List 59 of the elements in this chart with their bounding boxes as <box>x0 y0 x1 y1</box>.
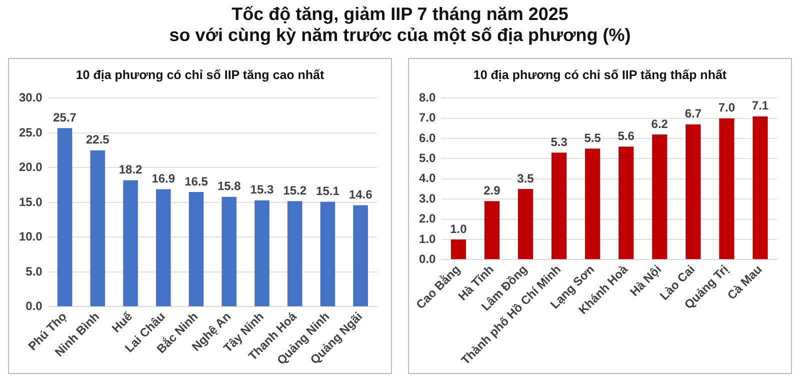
data-label: 16.9 <box>152 172 176 186</box>
data-label: 3.5 <box>517 171 534 186</box>
y-tick-label: 15.0 <box>18 194 43 209</box>
data-label: 5.6 <box>618 128 635 143</box>
data-label: 15.3 <box>250 182 274 197</box>
y-tick-label: 2.0 <box>418 212 436 226</box>
data-label: 22.5 <box>86 132 110 147</box>
y-tick-label: 5.0 <box>418 151 436 166</box>
y-tick-label: 30.0 <box>18 90 43 105</box>
data-label: 7.0 <box>718 100 736 115</box>
data-label: 5.5 <box>584 130 602 145</box>
y-tick-label: 6.0 <box>418 130 436 145</box>
data-label: 18.2 <box>118 162 143 177</box>
bar <box>752 116 768 260</box>
data-label: 15.8 <box>217 179 242 194</box>
bar <box>254 200 270 306</box>
bar <box>484 201 500 260</box>
chart-title: Tốc độ tăng, giảm IIP 7 tháng năm 2025 so với cùng kỳ năm trước của một số địa phương (%) <box>168 3 632 47</box>
bar <box>90 150 106 306</box>
y-tick-label: 0.0 <box>418 252 436 266</box>
bar <box>320 202 336 306</box>
bar <box>57 128 72 306</box>
bar <box>552 152 567 260</box>
data-label: 2.9 <box>484 183 501 198</box>
data-label: 16.5 <box>184 174 208 188</box>
y-tick-label: 25.0 <box>18 125 43 140</box>
data-label: 5.3 <box>550 134 568 149</box>
data-label: 6.2 <box>651 116 668 131</box>
bar <box>652 134 668 260</box>
bar <box>719 118 734 260</box>
y-tick-label: 20.0 <box>18 160 43 174</box>
y-tick-label: 1.0 <box>418 232 436 246</box>
data-label: 25.7 <box>53 110 77 124</box>
y-tick-label: 3.0 <box>418 191 436 206</box>
bar <box>287 201 302 306</box>
data-label: 15.2 <box>283 183 307 198</box>
bar <box>156 189 171 306</box>
data-label: 7.1 <box>752 98 769 113</box>
bar <box>618 146 634 260</box>
bar <box>353 205 368 306</box>
chart-subtitle: 10 địa phương có chỉ số IIP tăng thấp nhất <box>472 67 728 84</box>
bar <box>518 188 534 260</box>
data-label: 15.1 <box>316 184 340 198</box>
y-tick-label: 10.0 <box>18 230 43 244</box>
bar <box>188 192 204 306</box>
bar <box>585 148 600 260</box>
y-tick-label: 7.0 <box>418 110 436 125</box>
data-label: 6.7 <box>684 106 702 121</box>
y-tick-label: 4.0 <box>418 171 436 186</box>
data-label: 14.6 <box>348 188 373 202</box>
bar <box>450 239 466 260</box>
y-tick-label: 0.0 <box>26 299 43 314</box>
data-label: 1.0 <box>450 222 468 236</box>
bar <box>123 180 138 306</box>
y-tick-label: 8.0 <box>418 90 436 105</box>
bar <box>686 124 701 260</box>
chart-subtitle: 10 địa phương có chỉ số IIP tăng cao nhất <box>74 67 326 84</box>
bar <box>222 196 237 306</box>
y-tick-label: 5.0 <box>26 264 43 278</box>
